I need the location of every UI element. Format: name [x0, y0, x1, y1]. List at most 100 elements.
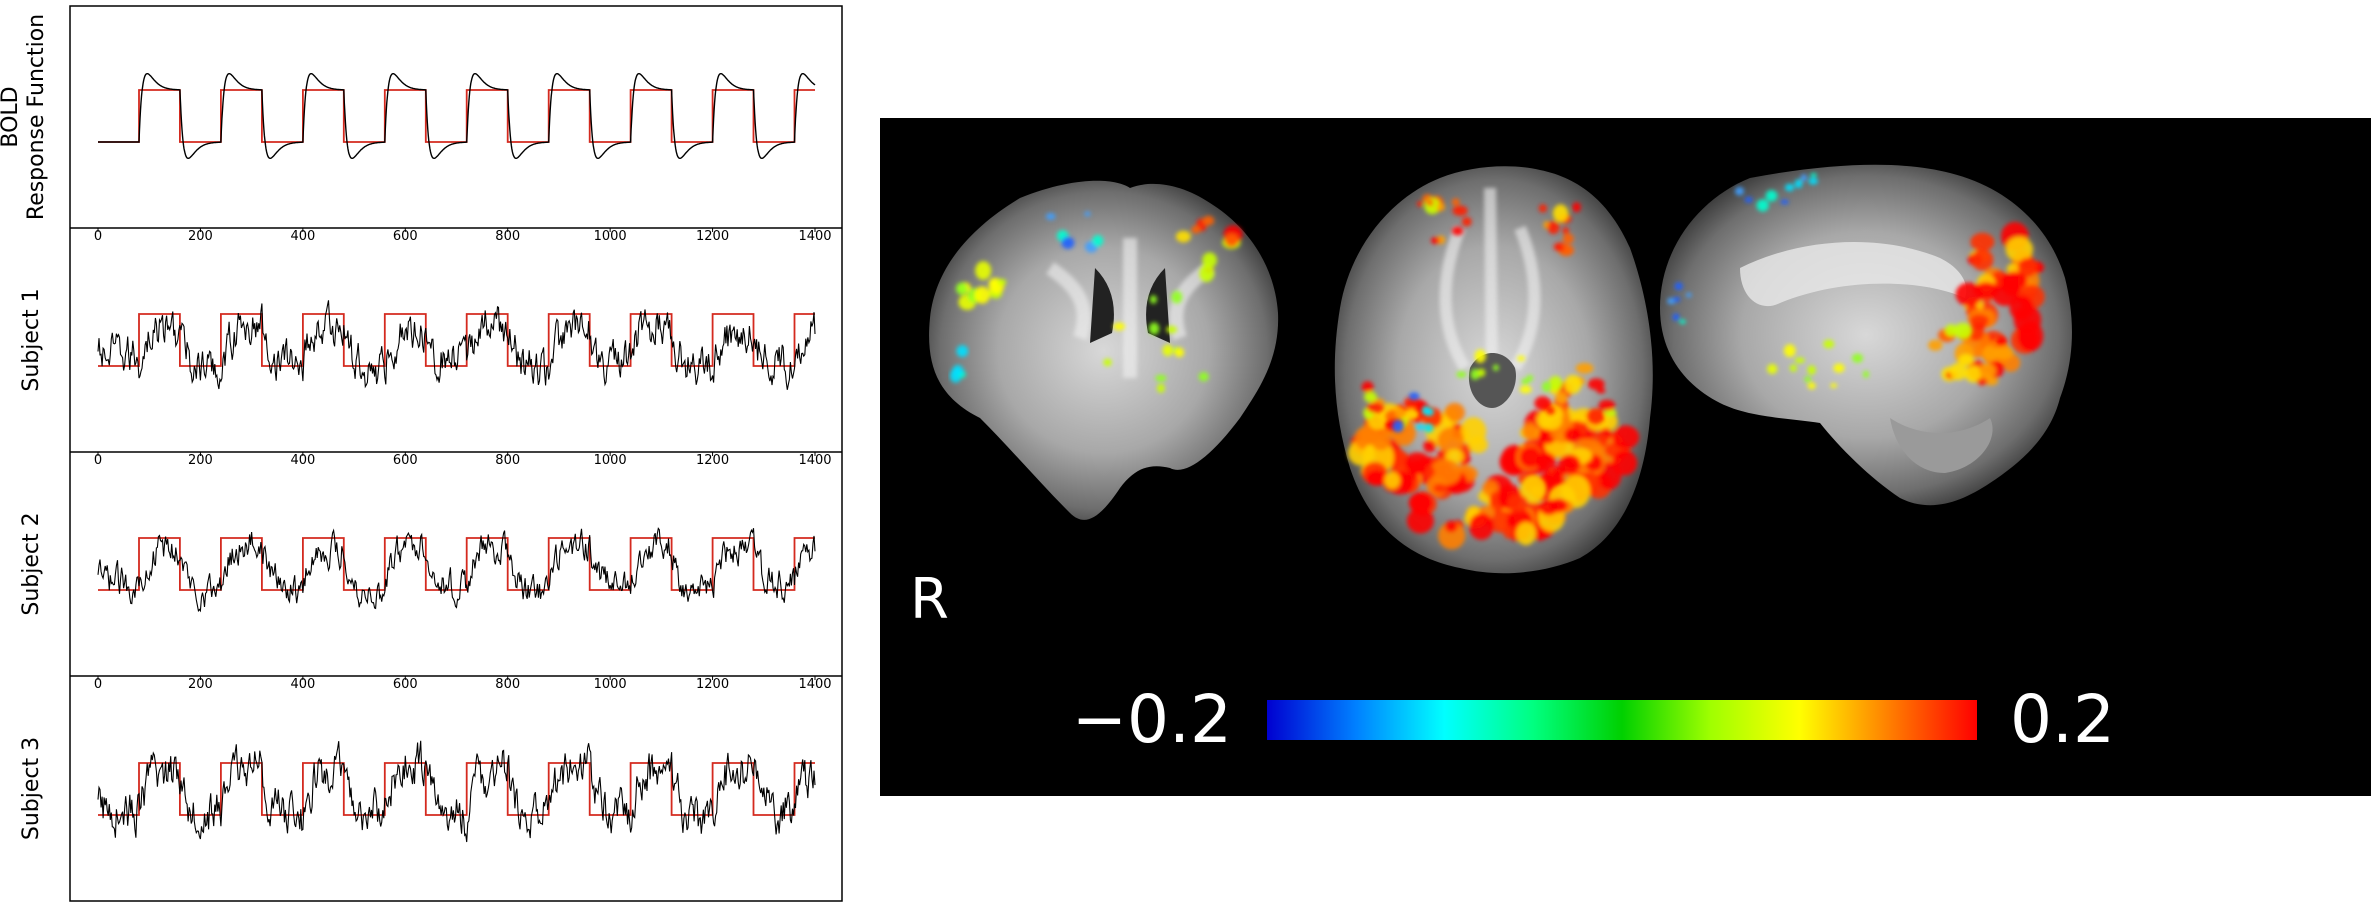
activation-blob	[1794, 179, 1803, 189]
activation-blob	[1166, 325, 1178, 334]
activation-blob	[1969, 314, 1990, 327]
activation-blob	[1575, 363, 1594, 374]
axial-midbrain	[1468, 353, 1516, 408]
brain-maps: R −0.2 0.2	[910, 164, 2115, 758]
activation-blob	[1538, 204, 1547, 213]
activation-blob	[1992, 284, 2019, 306]
activation-blob	[1451, 198, 1460, 206]
activation-blob	[952, 365, 964, 376]
activation-blob	[1562, 233, 1574, 244]
activation-blob	[974, 286, 990, 304]
coronal-blobs-edge	[949, 345, 969, 383]
sagittal-brain-shape	[1660, 164, 2072, 506]
activation-blob	[1979, 363, 1996, 379]
x-tick-label: 1400	[798, 677, 831, 692]
activation-blob	[1674, 282, 1683, 291]
activation-blob	[1536, 452, 1556, 472]
activation-blob	[1468, 436, 1488, 454]
colorbar	[1267, 700, 1977, 740]
activation-blob	[1552, 204, 1569, 223]
activation-blob	[1784, 183, 1795, 192]
activation-blob	[1426, 199, 1434, 207]
activation-blob	[1547, 220, 1560, 235]
x-tick-label: 200	[188, 677, 213, 692]
x-tick-label: 200	[188, 229, 213, 244]
activation-blob	[1534, 396, 1551, 411]
x-tick-label: 600	[393, 453, 418, 468]
axial-blobs-cool	[1392, 392, 1434, 433]
activation-blob	[1954, 322, 1973, 339]
activation-blob	[1202, 252, 1217, 268]
activation-blob	[1403, 460, 1427, 476]
activation-blob	[1744, 196, 1753, 203]
activation-blob	[1604, 409, 1617, 417]
activation-blob	[1807, 382, 1816, 390]
activation-blob	[1734, 186, 1745, 196]
activation-blob	[1823, 339, 1835, 349]
activation-blob	[1945, 324, 1958, 337]
sagittal-blobs-superior	[1734, 173, 1818, 212]
axial-blobs-center	[1456, 349, 1551, 394]
activation-blob	[1406, 508, 1434, 534]
x-tick-label: 400	[290, 229, 315, 244]
x-tick-label: 600	[393, 229, 418, 244]
activation-blob	[1175, 230, 1191, 243]
activation-blob	[1949, 362, 1968, 381]
activation-blob	[1587, 378, 1605, 390]
activation-blob	[1517, 355, 1526, 362]
x-tick-label: 1400	[798, 229, 831, 244]
activation-blob	[1539, 499, 1559, 516]
x-tick-label: 0	[94, 677, 102, 692]
x-tick-label: 400	[290, 677, 315, 692]
activation-blob	[1395, 407, 1407, 419]
panel-ylabel: Subject 2	[19, 512, 44, 615]
axial-blobs-temporal-right	[1534, 363, 1617, 424]
activation-blob	[1804, 376, 1812, 383]
activation-blob	[1520, 474, 1547, 504]
brain-activation-panel: R −0.2 0.2	[880, 118, 2371, 796]
x-tick-label: 600	[393, 677, 418, 692]
activation-blob	[1155, 374, 1167, 382]
activation-blob	[1971, 249, 1994, 271]
activation-blob	[1958, 354, 1974, 366]
sagittal-blobs-inferior	[1767, 339, 1870, 390]
activation-blob	[1564, 374, 1582, 394]
coronal-blobs-right	[1175, 215, 1243, 283]
activation-blob	[1519, 446, 1542, 469]
activation-blob	[1199, 264, 1215, 283]
activation-blob	[1103, 358, 1112, 367]
activation-blob	[1982, 345, 1999, 362]
activation-blob	[1780, 199, 1789, 205]
timeseries-plots: BOLD Response Function Subject 1 0 200 400 600…	[0, 5, 843, 902]
activation-blob	[1436, 203, 1446, 211]
x-tick-label: 1200	[696, 677, 729, 692]
activation-blob	[1562, 227, 1570, 235]
activation-blob	[1833, 363, 1845, 373]
activation-blob	[1612, 425, 1640, 449]
stimulus-boxcar-line	[98, 537, 815, 591]
activation-blob	[1045, 213, 1056, 220]
activation-blob	[1928, 339, 1943, 351]
x-tick-label: 200	[188, 453, 213, 468]
x-tick-label: 800	[495, 453, 520, 468]
activation-blob	[1554, 391, 1568, 405]
sagittal-blobs-occipital-lower	[1928, 322, 2014, 386]
activation-blob	[1679, 319, 1686, 324]
sagittal-view	[1660, 164, 2072, 506]
activation-blob	[1174, 347, 1185, 358]
activation-blob	[1198, 372, 1209, 382]
sagittal-cerebellum	[1890, 418, 1993, 473]
axial-white-matter	[1439, 187, 1541, 379]
activation-blob	[1503, 525, 1516, 539]
x-tick-label: 1000	[594, 677, 627, 692]
activation-blob	[1996, 336, 2007, 347]
activation-blob	[1587, 408, 1605, 424]
activation-blob	[1994, 346, 2014, 360]
activation-blob	[1425, 407, 1434, 417]
activation-blob	[1516, 522, 1536, 546]
activation-blob	[1469, 513, 1494, 540]
x-tick-label: 0	[94, 453, 102, 468]
activation-blob	[1976, 378, 1988, 386]
activation-blob	[1507, 494, 1529, 513]
activation-blob	[2017, 257, 2038, 277]
